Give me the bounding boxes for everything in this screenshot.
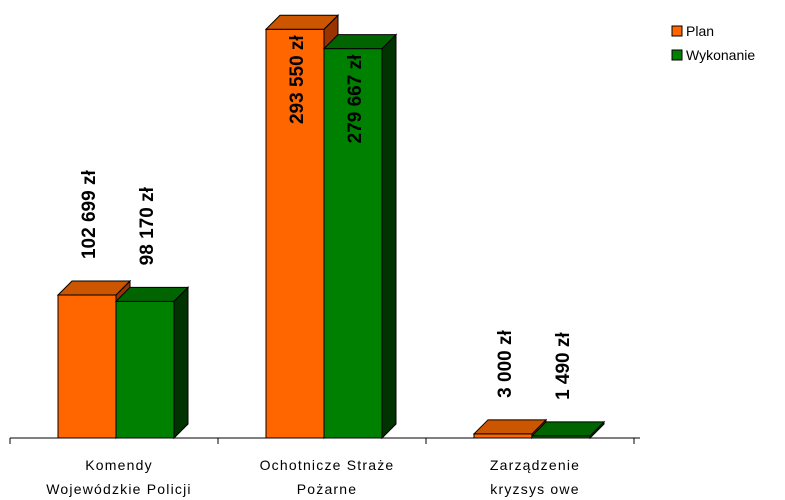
- category-label: Wojewódzkie Policji: [46, 481, 191, 497]
- bar-wykonanie-1: [322, 33, 398, 440]
- bar-front-face: [323, 48, 383, 439]
- category-label: Pożarne: [297, 481, 358, 497]
- legend-swatch-plan: [671, 25, 683, 37]
- category-label: Zarządzenie: [490, 457, 580, 473]
- bar-top-face: [56, 280, 132, 296]
- legend-label-wykonanie: Wykonanie: [686, 47, 755, 63]
- bar-side-face: [173, 286, 189, 440]
- value-label: 98 170 zł: [137, 186, 158, 265]
- bars-layer: [56, 14, 606, 440]
- x-axis-ticks: [9, 438, 635, 444]
- value-label: 102 699 zł: [79, 170, 100, 259]
- value-label: 3 000 zł: [495, 329, 516, 397]
- legend-swatch-wykonanie: [671, 49, 683, 61]
- bar-top-face: [114, 286, 190, 302]
- bar-top-face: [472, 419, 548, 435]
- legend: Plan Wykonanie: [671, 23, 755, 63]
- bar-front-face: [57, 294, 117, 439]
- value-labels: 102 699 zł 98 170 zł 293 550 zł 279 667 zł 3…: [79, 35, 574, 400]
- category-label: Komendy: [85, 457, 153, 473]
- bar-top-face: [264, 14, 340, 30]
- category-label: Ochotnicze Straże: [260, 457, 395, 473]
- bar-top-face: [530, 421, 606, 437]
- value-label: 1 490 zł: [553, 332, 574, 400]
- value-label: 293 550 zł: [287, 35, 308, 124]
- bar-wykonanie-2: [530, 420, 606, 440]
- value-label: 279 667 zł: [345, 54, 366, 143]
- bar-top-face: [322, 34, 398, 50]
- bar-wykonanie-0: [114, 286, 190, 440]
- legend-label-plan: Plan: [686, 23, 714, 39]
- bar-front-face: [473, 433, 533, 439]
- category-label: kryzsys owe: [490, 481, 579, 497]
- bar-front-face: [115, 300, 175, 439]
- category-labels: Komendy Wojewódzkie Policji Ochotnicze Str…: [46, 457, 580, 497]
- bar-side-face: [381, 33, 397, 440]
